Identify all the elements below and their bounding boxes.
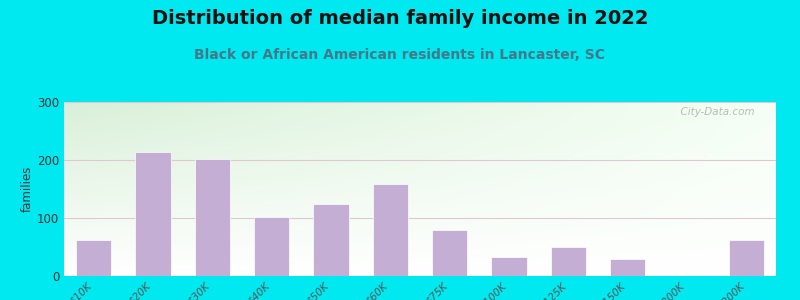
Text: City-Data.com: City-Data.com	[674, 107, 754, 117]
Text: Distribution of median family income in 2022: Distribution of median family income in …	[152, 9, 648, 28]
Bar	[432, 230, 467, 276]
Bar	[491, 257, 526, 276]
Text: Black or African American residents in Lancaster, SC: Black or African American residents in L…	[194, 48, 606, 62]
Bar	[373, 184, 408, 276]
Bar	[76, 240, 111, 276]
Bar	[254, 218, 290, 276]
Bar	[729, 240, 764, 276]
Bar	[135, 152, 171, 276]
Bar	[550, 247, 586, 276]
Bar	[194, 159, 230, 276]
Y-axis label: families: families	[21, 166, 34, 212]
Bar	[314, 204, 349, 276]
Bar	[610, 259, 646, 276]
